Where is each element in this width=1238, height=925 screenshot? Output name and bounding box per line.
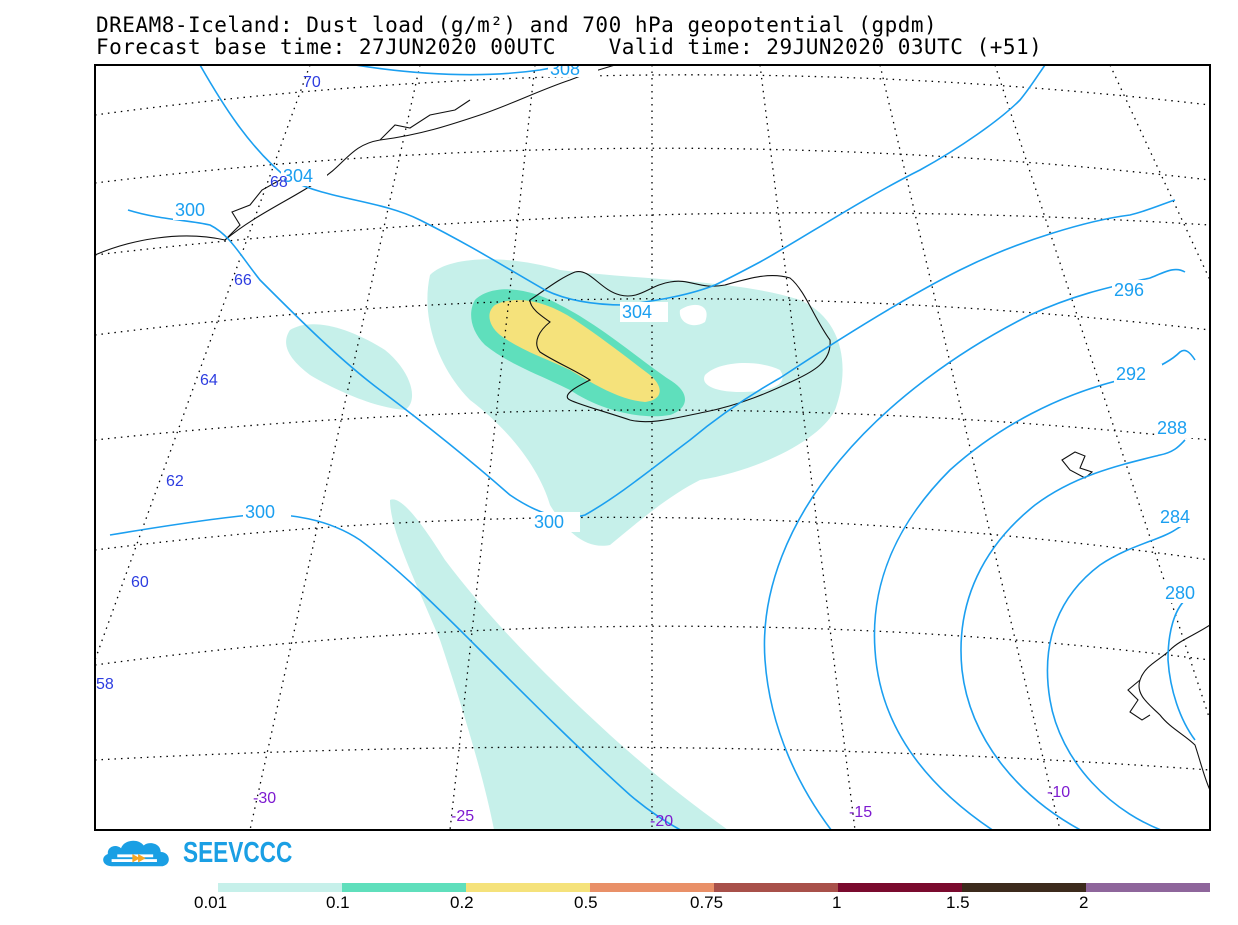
colorbar-segment	[838, 883, 962, 892]
contour-labels: 308 304 304 300 300 300 296 292 288 284 …	[173, 59, 1209, 603]
lat-label: 62	[166, 473, 184, 490]
dust-field	[286, 259, 843, 830]
dust-gap-2	[679, 304, 707, 326]
seevccc-logo-text: SEEVCCC	[183, 837, 293, 869]
lat-label: 60	[131, 574, 149, 591]
contour-label: 292	[1116, 364, 1146, 384]
colorbar	[218, 883, 1210, 892]
colorbar-segment	[590, 883, 714, 892]
contour-label: 296	[1114, 280, 1144, 300]
colorbar-label: 0.5	[574, 893, 598, 912]
colorbar-label: 0.2	[450, 893, 474, 912]
seevccc-cloud-icon	[103, 840, 169, 867]
colorbar-segment	[342, 883, 466, 892]
lat-label: 64	[200, 372, 218, 389]
lon-label: -10	[1047, 784, 1070, 801]
contour-label: 304	[283, 166, 313, 186]
colorbar-label: 0.1	[326, 893, 350, 912]
faroe-coast	[1061, 451, 1094, 479]
lat-label: 58	[96, 676, 114, 693]
norway-coast	[1138, 624, 1210, 791]
lon-label: -30	[253, 790, 276, 807]
contour-label: 308	[550, 59, 580, 79]
iceland-coast	[529, 271, 831, 423]
lat-label: 70	[303, 74, 321, 91]
colorbar-label: 2	[1079, 893, 1089, 912]
contour-label: 304	[622, 302, 652, 322]
colorbar-segment	[1086, 883, 1210, 892]
lon-label: -15	[849, 804, 872, 821]
graticule	[95, 65, 1210, 830]
longitude-labels: -30 -25 -20 -15 -10	[253, 784, 1070, 830]
colorbar-segment	[962, 883, 1086, 892]
coastlines	[95, 65, 1210, 791]
lon-label: -25	[451, 808, 474, 825]
map-frame	[94, 64, 1211, 831]
colorbar-label: 1	[832, 893, 842, 912]
colorbar-segment	[466, 883, 590, 892]
colorbar-label: 0.75	[690, 893, 724, 912]
colorbar-segment	[218, 883, 342, 892]
latitude-labels: 70 68 66 64 62 60 58	[96, 74, 321, 693]
lon-label: -20	[650, 813, 673, 830]
colorbar-segment	[714, 883, 838, 892]
map-subtitle: Forecast base time: 27JUN2020 00UTC Vali…	[96, 35, 1043, 59]
contour-label: 300	[175, 200, 205, 220]
lat-label: 68	[270, 174, 288, 191]
dust-area-low-plume	[390, 499, 729, 830]
contour-label: 284	[1160, 507, 1190, 527]
contour-label: 280	[1165, 583, 1195, 603]
dust-gap	[704, 363, 783, 392]
lat-label: 66	[234, 272, 252, 289]
dust-area-low-west	[286, 324, 413, 410]
dust-area-high	[489, 300, 660, 402]
map-title: DREAM8-Iceland: Dust load (g/m²) and 700…	[96, 13, 938, 37]
contour-label: 300	[534, 512, 564, 532]
greenland-coast	[95, 65, 616, 256]
colorbar-label: 0.01	[194, 893, 228, 912]
contour-label: 288	[1157, 418, 1187, 438]
contour-label: 300	[245, 502, 275, 522]
colorbar-label: 1.5	[946, 893, 970, 912]
